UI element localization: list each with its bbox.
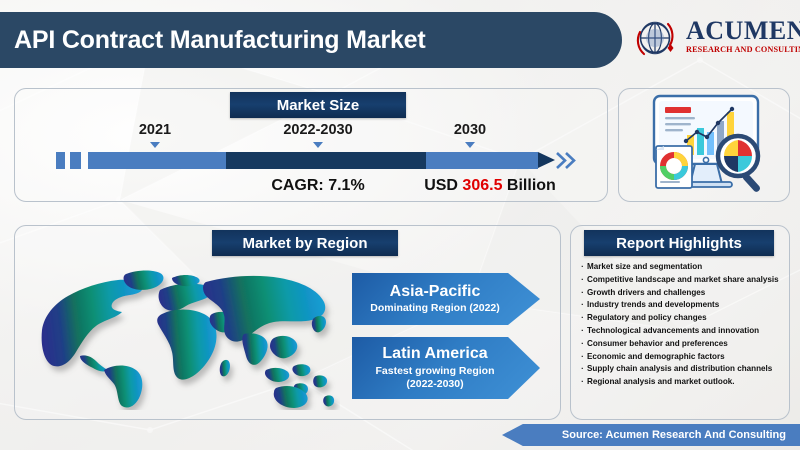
region-name-asia-pacific: Asia-Pacific: [389, 282, 481, 300]
list-item-label: Consumer behavior and preferences: [587, 338, 728, 348]
list-item-label: Industry trends and developments: [587, 300, 720, 310]
source-label: Source: Acumen Research And Consulting: [561, 429, 786, 441]
timeline-dash-1: [56, 152, 65, 169]
market-analytics-icon: [652, 94, 761, 192]
list-item-label: Competitive landscape and market share a…: [587, 274, 779, 284]
timeline-year-labels: 2021 2022-2030 2030: [0, 122, 606, 144]
cagr-value: CAGR: 7.1%: [271, 177, 365, 194]
list-item-label: Regional analysis and market outlook.: [587, 377, 735, 387]
timeline-segment-base: [88, 152, 226, 169]
market-value-2030: USD 306.5 Billion: [424, 177, 556, 195]
list-item: · Technological advancements and innovat…: [578, 325, 784, 337]
timeline-value-labels: CAGR: 7.1% USD 306.5 Billion: [0, 177, 606, 199]
timeline-chevron-1: [556, 152, 567, 169]
list-item-label: Economic and demographic factors: [587, 351, 725, 361]
timeline-segment-end: [426, 152, 538, 169]
bullet-icon: ·: [581, 262, 584, 271]
list-item-label: Growth drivers and challenges: [587, 287, 706, 297]
list-item: · Industry trends and developments: [578, 299, 784, 311]
world-map: [41, 270, 335, 408]
timeline-dash-2: [70, 152, 81, 169]
report-highlights-title: Report Highlights: [584, 230, 774, 256]
timeline-year-2030: 2030: [453, 122, 487, 138]
region-name-latin-america: Latin America: [382, 345, 488, 363]
market-value-number: 306.5: [462, 177, 503, 194]
timeline-marker-forecast: [313, 142, 323, 148]
timeline-year-forecast: 2022-2030: [283, 122, 353, 138]
logo-wordmark: ACUMEN: [686, 16, 800, 45]
list-item: · Competitive landscape and market share…: [578, 274, 784, 286]
bullet-icon: ·: [581, 325, 584, 335]
list-item-label: Regulatory and policy changes: [587, 313, 707, 323]
list-item: · Consumer behavior and preferences: [578, 338, 784, 350]
timeline-marker-2021: [150, 142, 160, 148]
list-item: · Growth drivers and challenges: [578, 287, 784, 299]
timeline-segment-forecast: [226, 152, 426, 169]
timeline-year-2021: 2021: [138, 122, 172, 138]
market-value-prefix: USD: [424, 177, 463, 194]
list-item-label: Supply chain analysis and distribution c…: [587, 364, 773, 374]
page-title: API Contract Manufacturing Market: [14, 25, 426, 54]
list-item: · Regional analysis and market outlook.: [578, 376, 784, 388]
source-ribbon: Source: Acumen Research And Consulting: [502, 424, 800, 446]
region-badge-asia-pacific[interactable]: Asia-Pacific Dominating Region (2022): [352, 273, 540, 325]
header-bar: API Contract Manufacturing Market: [0, 12, 622, 68]
market-value-suffix: Billion: [502, 177, 556, 194]
market-by-region-title: Market by Region: [212, 230, 398, 256]
report-highlights-list: · Market size and segmentation · Competi…: [578, 261, 784, 389]
market-size-panel: [14, 88, 608, 202]
bullet-icon: ·: [581, 351, 584, 361]
region-subtitle-asia-pacific: Dominating Region (2022): [370, 302, 500, 315]
globe-icon: [636, 21, 674, 56]
bullet-icon: ·: [581, 287, 584, 297]
timeline-arrowhead: [538, 152, 555, 168]
timeline-marker-2030: [465, 142, 475, 148]
list-item: · Regulatory and policy changes: [578, 312, 784, 324]
list-item-label: Market size and segmentation: [587, 262, 703, 271]
bullet-icon: ·: [581, 274, 584, 284]
region-subtitle-latin-america-line2: (2022-2030): [406, 377, 464, 390]
bullet-icon: ·: [581, 338, 584, 348]
bullet-icon: ·: [581, 364, 584, 374]
logo-text-group: ACUMEN RESEARCH AND CONSULTING: [686, 16, 800, 55]
list-item: · Supply chain analysis and distribution…: [578, 363, 784, 375]
region-badge-latin-america[interactable]: Latin America Fastest growing Region (20…: [352, 337, 540, 399]
bullet-icon: ·: [581, 300, 584, 310]
bullet-icon: ·: [581, 377, 584, 387]
bullet-icon: ·: [581, 313, 584, 323]
market-size-title: Market Size: [230, 92, 406, 118]
list-item: · Economic and demographic factors: [578, 351, 784, 363]
region-subtitle-latin-america-line1: Fastest growing Region: [375, 364, 495, 377]
logo-tagline: RESEARCH AND CONSULTING: [686, 45, 800, 54]
brand-logo[interactable]: ACUMEN RESEARCH AND CONSULTING: [632, 14, 800, 66]
timeline-bar: [56, 152, 576, 169]
list-item: · Market size and segmentation: [578, 261, 784, 273]
timeline-chevron-2: [565, 152, 576, 169]
list-item-label: Technological advancements and innovatio…: [587, 325, 760, 335]
report-highlights-panel: [570, 225, 790, 420]
